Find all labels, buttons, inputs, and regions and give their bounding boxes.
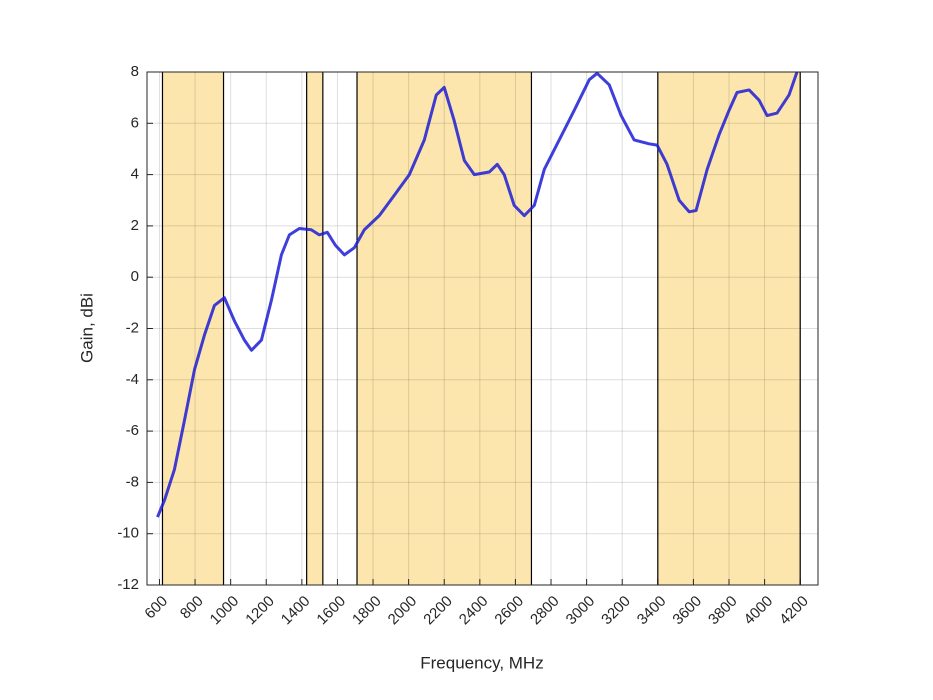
y-tick-label: 6 — [131, 114, 139, 131]
x-tick-label: 2200 — [420, 593, 456, 629]
y-axis-label: Gain, dBi — [77, 293, 96, 363]
x-tick-label: 3600 — [669, 593, 705, 629]
x-tick-label: 2400 — [456, 593, 492, 629]
y-tick-label: -12 — [117, 576, 139, 593]
band — [162, 72, 224, 585]
x-tick-label: 1000 — [207, 593, 243, 629]
x-tick-label: 3400 — [634, 593, 670, 629]
x-tick-label: 2000 — [385, 593, 421, 629]
axes-box — [146, 71, 819, 586]
x-tick-label: 3200 — [598, 593, 634, 629]
x-tick-label: 4200 — [776, 593, 812, 629]
x-tick-label: 600 — [141, 593, 171, 623]
x-tick-label: 3000 — [563, 593, 599, 629]
x-tick-label: 2600 — [491, 593, 527, 629]
y-tick-label: -2 — [126, 319, 139, 336]
y-tick-label: -10 — [117, 525, 139, 542]
y-tick-label: 2 — [131, 217, 139, 234]
x-tick-label: 1200 — [242, 593, 278, 629]
x-axis-label: Frequency, MHz — [420, 653, 543, 672]
x-tick-label: 800 — [177, 593, 207, 623]
y-tick-label: 0 — [131, 268, 139, 285]
x-tick-label: 2800 — [527, 593, 563, 629]
x-tick-label: 1400 — [278, 593, 314, 629]
y-tick-label: -8 — [126, 473, 139, 490]
band — [657, 72, 801, 585]
x-tick-label: 4000 — [741, 593, 777, 629]
x-tick-label: 3800 — [705, 593, 741, 629]
y-tick-label: 4 — [131, 166, 139, 183]
band — [306, 72, 323, 585]
band — [357, 72, 532, 585]
line — [156, 71, 799, 518]
x-tick-label: 1800 — [349, 593, 385, 629]
y-tick-label: -6 — [126, 422, 139, 439]
x-tick-label: 1600 — [313, 593, 349, 629]
y-tick-label: 8 — [131, 63, 139, 80]
y-tick-label: -4 — [126, 371, 139, 388]
